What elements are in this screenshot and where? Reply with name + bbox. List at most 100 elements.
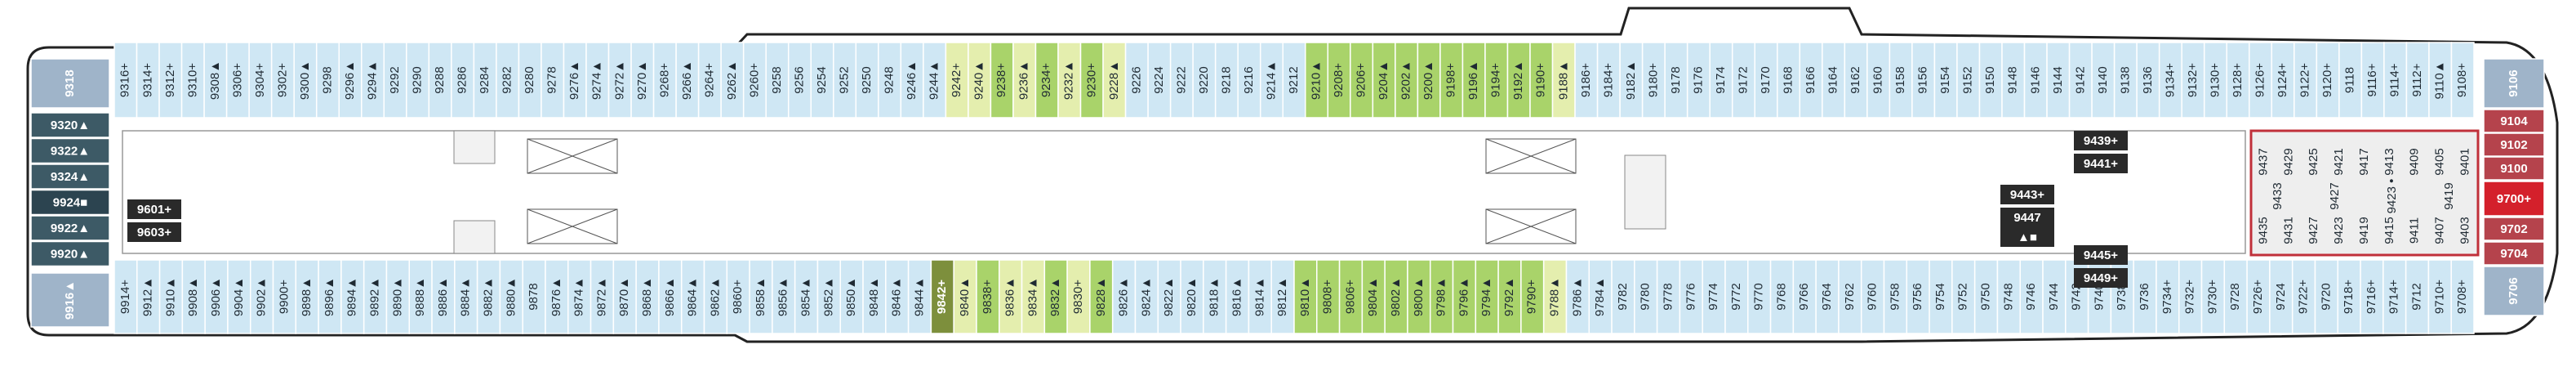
cabin-label: 9906▲: [209, 277, 223, 316]
cabin-label: 9812▲: [1275, 277, 1289, 316]
cabin: [499, 259, 523, 334]
aft-cabin: [30, 112, 110, 138]
cabin-label: 9836▲: [1003, 277, 1017, 316]
cabin: [1619, 42, 1644, 119]
cabin-label: 9220: [1197, 66, 1211, 93]
label-box: [2000, 227, 2054, 247]
cabin-label: 9294▲: [365, 60, 379, 100]
suite-label: 9419: [2357, 217, 2371, 244]
cabin-label: 9204▲: [1377, 60, 1390, 100]
cabin-label: 9772: [1729, 283, 1743, 310]
cabin: [1951, 259, 1976, 334]
cabin-label: 9222: [1174, 66, 1188, 93]
cabin: [2181, 42, 2205, 119]
cabin: [862, 259, 887, 334]
cabin: [2001, 42, 2026, 119]
cabin: [1452, 259, 1477, 334]
cabin: [1012, 42, 1037, 119]
cabin-label: 9166: [1804, 66, 1817, 93]
cabin-label: 9304+: [253, 63, 267, 97]
cabin-label: 9274▲: [590, 60, 604, 100]
cabin-label: 9810▲: [1298, 277, 1312, 316]
cabin-label: 9782: [1616, 283, 1630, 310]
suite-block: [2249, 129, 2480, 257]
fwd-cabin-label: 9706: [2507, 277, 2520, 304]
cabin-label: 9152: [1961, 66, 1975, 93]
label-text: 9447: [2013, 211, 2040, 225]
cabin: [1147, 42, 1172, 119]
cabin-label: 9308▲: [208, 60, 222, 100]
cabin: [1169, 42, 1194, 119]
cabin: [180, 42, 205, 119]
cabin-label: 9858▲: [754, 277, 767, 316]
suite-label: 9427: [2307, 217, 2320, 244]
suite-label: 9405: [2433, 148, 2447, 175]
cabin-label: 9822▲: [1162, 277, 1176, 316]
cabin: [2156, 259, 2180, 334]
cabin: [2068, 42, 2093, 119]
cabin-label: 9710+: [2432, 280, 2446, 314]
cabin-label: 9874▲: [572, 277, 586, 316]
cabin: [2136, 42, 2160, 119]
suite-label: 9429: [2281, 148, 2295, 175]
cabin-label: 9752: [1956, 283, 1970, 310]
cabin: [1634, 259, 1658, 334]
cabin-label: 9748: [2001, 283, 2015, 310]
end-cabin-label: 9916▲: [63, 280, 77, 320]
cabin-label: 9892▲: [368, 277, 382, 316]
aft-cabin-label: 9924■: [53, 195, 87, 209]
cabin-label: 9174: [1714, 66, 1728, 93]
cabin-label: 9178: [1669, 66, 1683, 93]
cabin-label: 9780: [1639, 283, 1653, 310]
cabin: [720, 42, 745, 119]
cabin-label: 9830+: [1071, 280, 1085, 314]
cabin-label: 9738: [2115, 283, 2129, 310]
cabin: [2200, 259, 2226, 334]
cabin: [1102, 42, 1127, 119]
suite-label: 9425: [2307, 148, 2320, 175]
cabin: [630, 42, 655, 119]
cabin-label: 9848▲: [867, 277, 881, 316]
cabin-label: 9890▲: [390, 277, 404, 316]
cabin: [810, 42, 834, 119]
cabin-label: 9306+: [230, 63, 244, 97]
cabin: [1664, 42, 1688, 119]
cabin: [878, 42, 902, 119]
cabin: [1656, 259, 1681, 334]
cabin-label: 9136: [2141, 66, 2155, 93]
cabin-label: 9882▲: [481, 277, 495, 316]
label-box: [127, 199, 181, 219]
cabin-label: 9908▲: [186, 277, 200, 316]
cabin-label: 9872▲: [594, 277, 608, 316]
cabin-label: 9254: [815, 66, 829, 93]
cabin: [772, 259, 796, 334]
cabin-label: 9740: [2092, 283, 2106, 310]
cabin: [2249, 42, 2273, 119]
cabin-label: 9282: [501, 66, 514, 93]
cabin: [1906, 259, 1930, 334]
cabin: [635, 259, 660, 334]
cabin-label: 9182▲: [1624, 60, 1638, 100]
cabin: [1316, 259, 1341, 334]
cabin-label: 9138: [2118, 66, 2132, 93]
cabin: [2337, 259, 2361, 334]
cabin: [607, 42, 632, 119]
cabin-label: 9206+: [1355, 63, 1368, 97]
cabin: [1529, 42, 1554, 119]
cabin: [1214, 42, 1239, 119]
cabin-label: 9246▲: [905, 60, 919, 100]
label-box: [127, 222, 181, 242]
cabin-label: 9802▲: [1389, 277, 1403, 316]
aft-cabin-label: 9320▲: [51, 119, 90, 132]
cabin-label: 9196▲: [1466, 60, 1480, 100]
cabin-label: 9766: [1797, 283, 1811, 310]
cabin-label: 9762: [1843, 283, 1857, 310]
cabin: [1192, 42, 1217, 119]
fwd-cabin: [2483, 58, 2545, 109]
cabin: [1021, 259, 1046, 334]
cabin-label: 9266▲: [680, 60, 694, 100]
cabin-label: 9826▲: [1117, 277, 1131, 316]
cabin: [1520, 259, 1545, 334]
cabin: [1180, 259, 1204, 334]
cabin-label: 9230+: [1084, 63, 1098, 97]
